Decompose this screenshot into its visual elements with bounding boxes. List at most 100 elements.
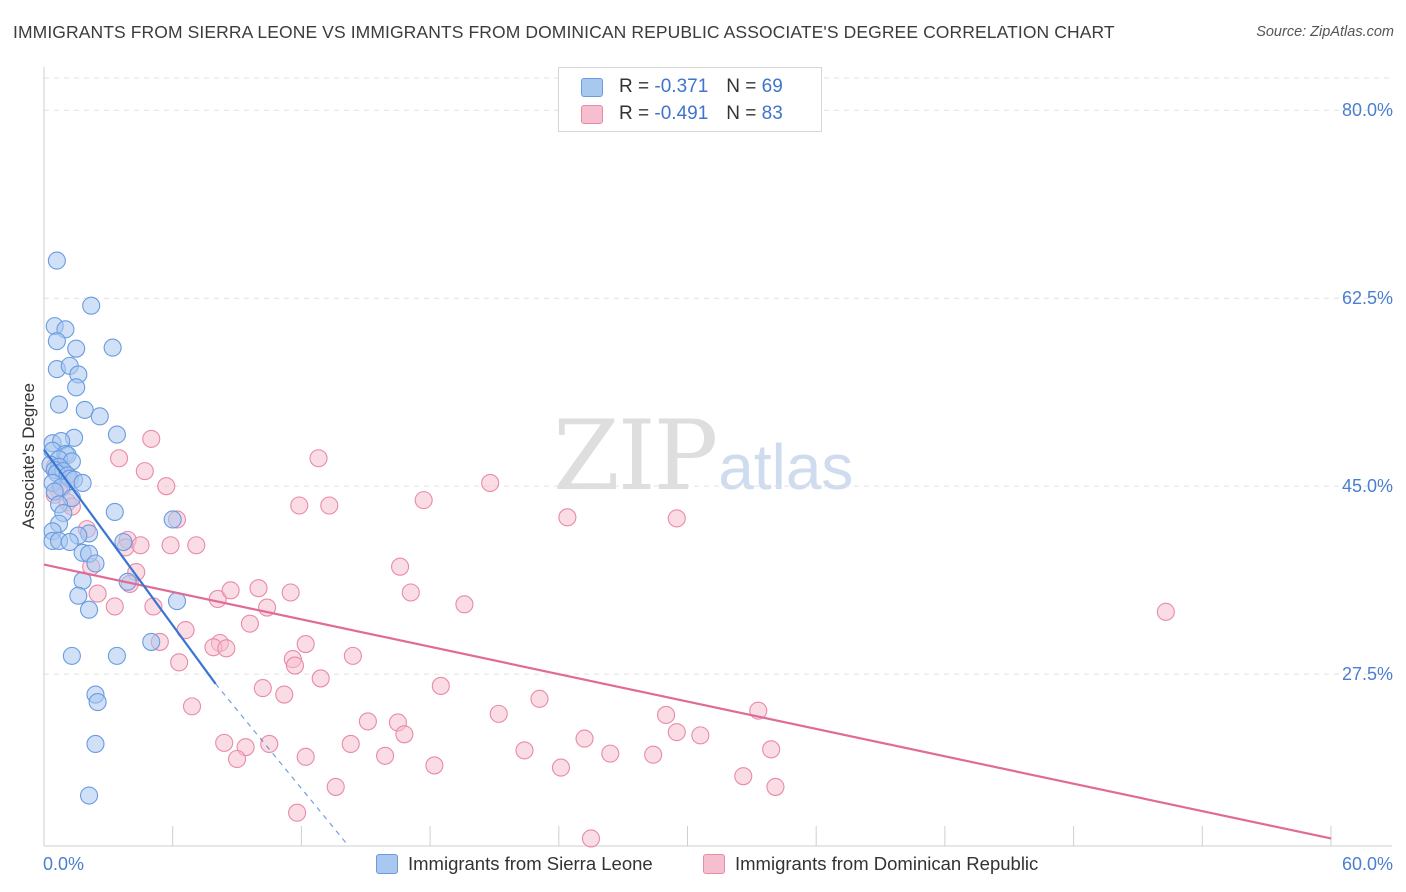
data-point [431,676,450,696]
data-point [341,734,360,754]
data-point [253,679,272,698]
data-point [228,749,247,769]
data-point [86,734,105,754]
data-point [88,693,107,712]
y-tick-label: 62.5% [1342,288,1393,308]
sierra-leone-trend-extension [215,683,350,847]
bottom-legend-label: Immigrants from Sierra Leone [408,853,653,874]
legend-n-value: 69 [761,76,783,97]
data-point [391,557,410,576]
data-point [215,733,234,752]
data-point [62,646,81,665]
legend-n-label: N = [726,103,757,124]
legend-n-label: N = [726,76,757,97]
data-point [358,712,377,731]
data-point [343,646,362,665]
data-point [107,425,126,444]
bottom-legend-sierra-leone: Immigrants from Sierra Leone [376,851,653,877]
data-point [551,758,570,777]
data-point [73,473,92,492]
data-point [601,744,620,763]
x-tick-label: 0.0% [43,854,84,874]
data-point [481,473,500,492]
data-point [221,581,240,600]
legend-r-value: -0.371 [654,76,709,97]
data-point [395,725,414,744]
trend-lines [43,448,1332,847]
data-point [249,579,268,598]
data-point [425,756,444,775]
legend-r-label: R = [619,76,650,97]
data-point [49,395,69,414]
data-point [296,635,315,654]
data-point [67,339,86,358]
legend-r-label: R = [619,103,650,124]
stats-legend: R = -0.371 N = 69 R = -0.491 N = 83 [558,67,822,132]
bottom-legend-swatch-pink [703,854,725,874]
data-point [187,536,206,555]
data-point [157,477,176,496]
data-point [667,723,686,742]
data-point [489,704,508,723]
data-point [217,639,236,658]
data-point [105,597,124,616]
data-point [558,508,577,527]
y-tick-label: 27.5% [1342,664,1393,684]
legend-row-sierra-leone: R = -0.371 N = 69 [581,76,783,98]
y-axis-label: Associate's Degree [19,383,38,529]
data-point [79,600,99,619]
dominican-republic-trend-line [43,563,1332,840]
data-point [86,554,105,573]
data-point [414,491,433,510]
data-point [290,496,309,515]
data-point [47,332,66,351]
data-point [90,407,109,426]
data-point [455,595,474,614]
data-point [1156,602,1175,621]
x-tick-label: 60.0% [1342,854,1393,874]
data-point [170,653,189,672]
data-point [88,584,107,603]
data-point [82,296,101,315]
data-point [47,251,66,270]
data-point [762,740,781,759]
data-point [60,532,79,552]
sierra-leone-trend-line [43,448,217,685]
axes [43,67,1392,847]
data-point [309,449,328,468]
data-point [691,726,710,745]
y-tick-labels: 27.5% 45.0% 62.5% 80.0% [1342,100,1393,684]
data-point [667,509,686,528]
data-point [110,449,129,468]
data-point [107,646,126,665]
data-point [401,583,420,602]
legend-swatch-blue [581,77,603,97]
x-tick-labels: 0.0% 60.0% [43,854,1393,874]
data-point [311,669,330,688]
data-point [131,536,150,555]
data-point [766,777,785,796]
data-point [275,685,294,704]
source-label: Source: ZipAtlas.com [1256,24,1394,40]
data-point [79,786,99,805]
data-point [296,747,315,766]
bottom-legend-dominican-republic: Immigrants from Dominican Republic [703,851,1038,877]
bottom-legend-label: Immigrants from Dominican Republic [735,853,1039,874]
data-point [581,829,601,848]
grid-lines [44,77,1392,675]
data-point [320,496,339,515]
data-point [288,803,307,822]
data-point [285,656,305,675]
data-point [376,746,395,765]
data-point [240,614,259,633]
data-point [182,697,202,716]
data-point [161,536,180,555]
data-point [734,767,753,786]
dominican-republic-points [45,429,1175,848]
legend-r-value: -0.491 [654,103,709,124]
chart-title: IMMIGRANTS FROM SIERRA LEONE VS IMMIGRAN… [13,22,1115,42]
data-point [575,729,594,748]
data-point [644,745,663,764]
data-point [326,777,345,796]
